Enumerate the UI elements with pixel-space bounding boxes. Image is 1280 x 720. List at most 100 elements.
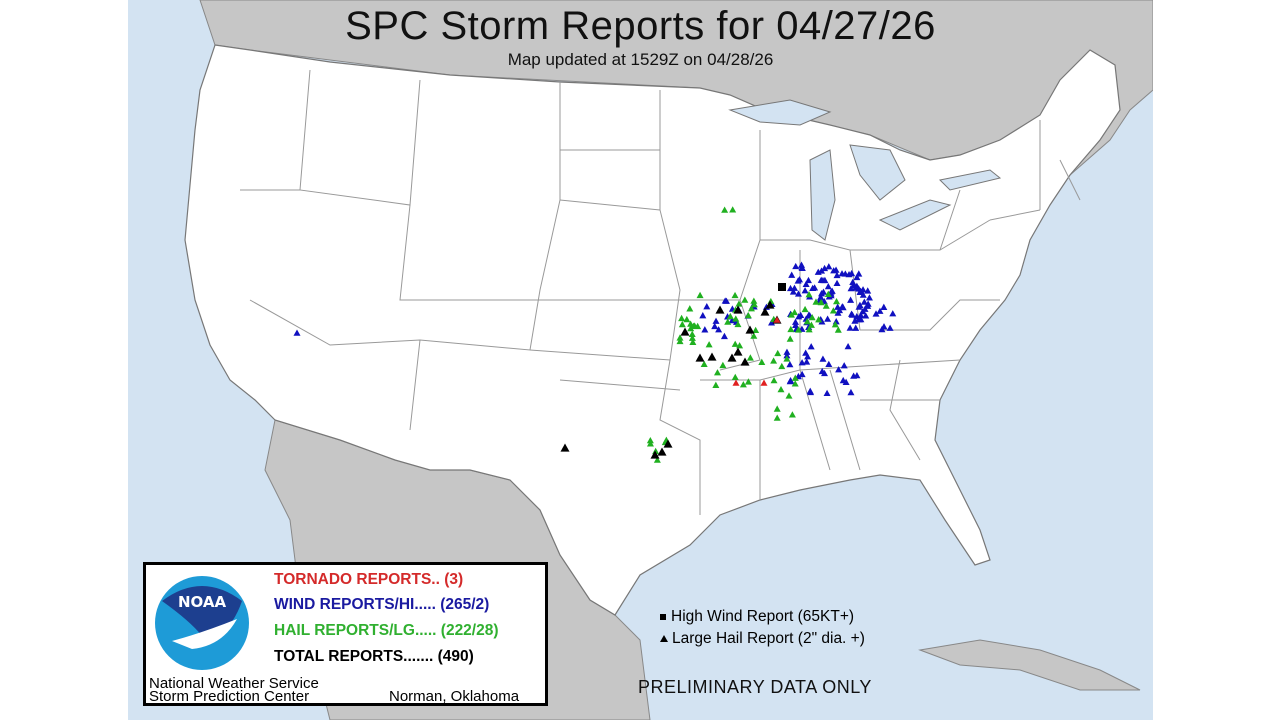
hail-report-marker <box>688 334 696 341</box>
spc-label: Storm Prediction Center <box>149 688 310 705</box>
wind-report-marker <box>792 262 800 270</box>
hail-report-marker <box>812 298 820 305</box>
wind-report-marker <box>789 288 797 295</box>
wind-report-marker <box>860 298 868 305</box>
wind-report-marker <box>783 348 791 355</box>
wind-report-marker <box>856 301 864 308</box>
large-hail-report-marker <box>745 325 755 334</box>
wind-report-marker <box>825 360 833 368</box>
wind-report-marker <box>814 268 822 275</box>
large-hail-report-marker <box>733 305 743 314</box>
wind-report-marker <box>824 315 832 322</box>
large-hail-report-marker <box>560 443 570 452</box>
preliminary-disclaimer: PRELIMINARY DATA ONLY <box>638 677 872 697</box>
hail-report-marker <box>803 318 811 325</box>
wind-report-marker <box>803 358 811 365</box>
hail-report-marker <box>690 322 698 329</box>
hail-report-marker <box>721 206 729 213</box>
hail-report-marker <box>822 302 830 309</box>
wind-report-marker <box>855 270 863 277</box>
hail-report-marker <box>646 436 654 444</box>
wind-report-marker <box>790 284 798 291</box>
hail-report-marker <box>719 361 727 369</box>
wind-report-marker <box>807 343 815 350</box>
hail-report-marker <box>712 381 720 388</box>
wind-report-marker <box>819 355 827 362</box>
wind-report-marker <box>792 321 800 329</box>
noaa-logo: NOAA <box>155 576 249 670</box>
wind-report-marker <box>859 286 867 293</box>
hail-report-marker <box>805 326 813 333</box>
map-subtitle: Map updated at 1529Z on 04/28/26 <box>507 50 774 69</box>
hail-report-marker <box>817 298 825 306</box>
great-lakes <box>728 99 1002 241</box>
hail-report-marker <box>795 326 803 333</box>
wind-report-marker <box>855 316 863 323</box>
wind-report-marker <box>842 378 850 385</box>
wind-report-marker <box>835 306 843 314</box>
hail-report-marker <box>731 340 739 347</box>
hail-report-marker <box>700 360 708 367</box>
high-wind-key: High Wind Report (65KT+) <box>660 608 854 626</box>
wind-report-marker <box>853 371 861 379</box>
hail-report-marker <box>777 386 785 393</box>
wind-report-marker <box>864 302 872 309</box>
triangle-icon <box>660 635 668 643</box>
wind-report-marker <box>791 318 799 325</box>
hail-report-marker <box>688 330 696 337</box>
wind-report-marker <box>853 273 861 281</box>
large-hail-report-marker <box>663 439 673 448</box>
hail-report-marker <box>773 405 781 412</box>
hail-report-marker <box>741 296 749 303</box>
wind-report-marker <box>850 281 858 289</box>
hail-report-marker <box>815 316 823 323</box>
hail-report-marker <box>785 392 793 399</box>
hail-report-marker <box>646 440 654 447</box>
cuba-land <box>918 639 1141 691</box>
large-hail-key-label: Large Hail Report (2" dia. +) <box>672 630 865 647</box>
wind-report-marker <box>886 324 894 331</box>
hail-report-marker <box>653 456 661 463</box>
hail-report-marker <box>744 378 752 385</box>
tornado-count-label: TORNADO REPORTS.. (3) <box>274 571 464 588</box>
legend-box: NOAA TORNADO REPORTS.. (3) WIND REPORTS/… <box>143 562 548 706</box>
hail-report-marker <box>752 326 760 334</box>
total-count-label: TOTAL REPORTS....... (490) <box>274 648 474 665</box>
wind-report-marker <box>720 332 728 340</box>
wind-report-marker <box>805 311 813 318</box>
wind-report-marker <box>878 325 886 333</box>
hail-report-marker <box>747 305 755 312</box>
hail-report-marker <box>724 318 732 325</box>
wind-report-marker <box>823 389 831 397</box>
hail-report-marker <box>773 414 781 421</box>
wind-report-marker <box>703 303 711 310</box>
wind-report-marker <box>830 267 838 274</box>
wind-report-marker <box>722 297 730 304</box>
hail-report-marker <box>808 313 816 321</box>
hail-report-marker <box>734 320 742 328</box>
wind-report-marker <box>847 296 855 303</box>
wind-report-marker <box>880 303 888 310</box>
wind-report-marker <box>847 388 855 396</box>
wind-report-marker <box>876 307 884 314</box>
hail-count-label: HAIL REPORTS/LG..... (222/28) <box>274 622 499 639</box>
hail-report-marker <box>726 312 734 320</box>
wind-report-marker <box>795 313 803 320</box>
hail-report-marker <box>750 332 758 339</box>
svg-text:NOAA: NOAA <box>178 593 227 611</box>
hail-report-marker <box>831 321 839 328</box>
tornado-report-marker <box>773 316 781 323</box>
large-hail-report-marker <box>680 327 690 336</box>
hail-report-marker <box>770 357 778 364</box>
hail-report-marker <box>787 311 795 318</box>
wind-report-marker <box>862 312 870 319</box>
wind-report-marker <box>819 288 827 295</box>
wind-report-marker <box>844 342 852 350</box>
wind-report-marker <box>841 270 849 277</box>
hail-report-marker <box>834 326 842 333</box>
wind-report-marker <box>804 353 812 360</box>
hail-report-marker <box>758 358 766 365</box>
hail-report-marker <box>739 381 747 388</box>
hail-report-marker <box>791 374 799 381</box>
wind-report-marker <box>848 311 856 318</box>
